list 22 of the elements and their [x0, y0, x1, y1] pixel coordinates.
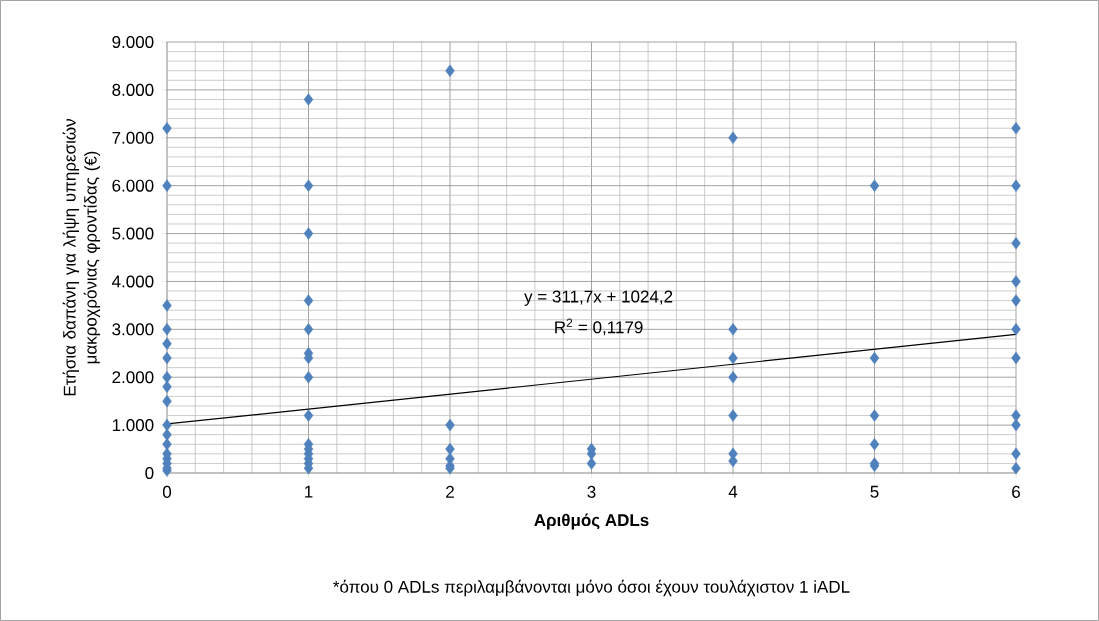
x-tick-label: 1: [305, 485, 313, 498]
x-tick-label: 6: [1012, 485, 1020, 498]
y-tick-label: 7.000: [112, 131, 154, 144]
x-axis-title: Αριθμός ADLs: [534, 513, 649, 530]
y-tick-label: 1.000: [112, 419, 154, 432]
x-tick-label: 0: [162, 485, 172, 498]
y-tick-label: 2.000: [112, 371, 154, 384]
y-tick-label: 5.000: [112, 227, 154, 240]
y-tick-label: 3.000: [112, 323, 154, 336]
x-tick-label: 2: [446, 485, 454, 498]
x-tick-label: 3: [587, 485, 596, 498]
y-tick-label: 4.000: [111, 275, 154, 288]
annotation: y = 311,7x + 1024,2: [524, 290, 673, 306]
y-tick-label: 0: [145, 466, 154, 480]
x-tick-label: 5: [870, 485, 879, 498]
y-tick-label: 9.000: [112, 35, 154, 49]
annotation: R$^{2}$ = 0,1179: [555, 318, 643, 336]
x-tick-label: 4: [728, 485, 738, 498]
y-tick-label: 8.000: [112, 83, 154, 96]
y-axis-title: Ετήσια δαπάνη για λήψη υπηρεσιών μακροχρόνιας φροντίδας (€): [62, 119, 101, 396]
y-tick-label: 6.000: [112, 179, 154, 192]
text: *όπου 0 ADLs περιλαμβάνονται μόνο όσοι έχουν τουλάχιστον 1 iADL: [333, 579, 850, 597]
